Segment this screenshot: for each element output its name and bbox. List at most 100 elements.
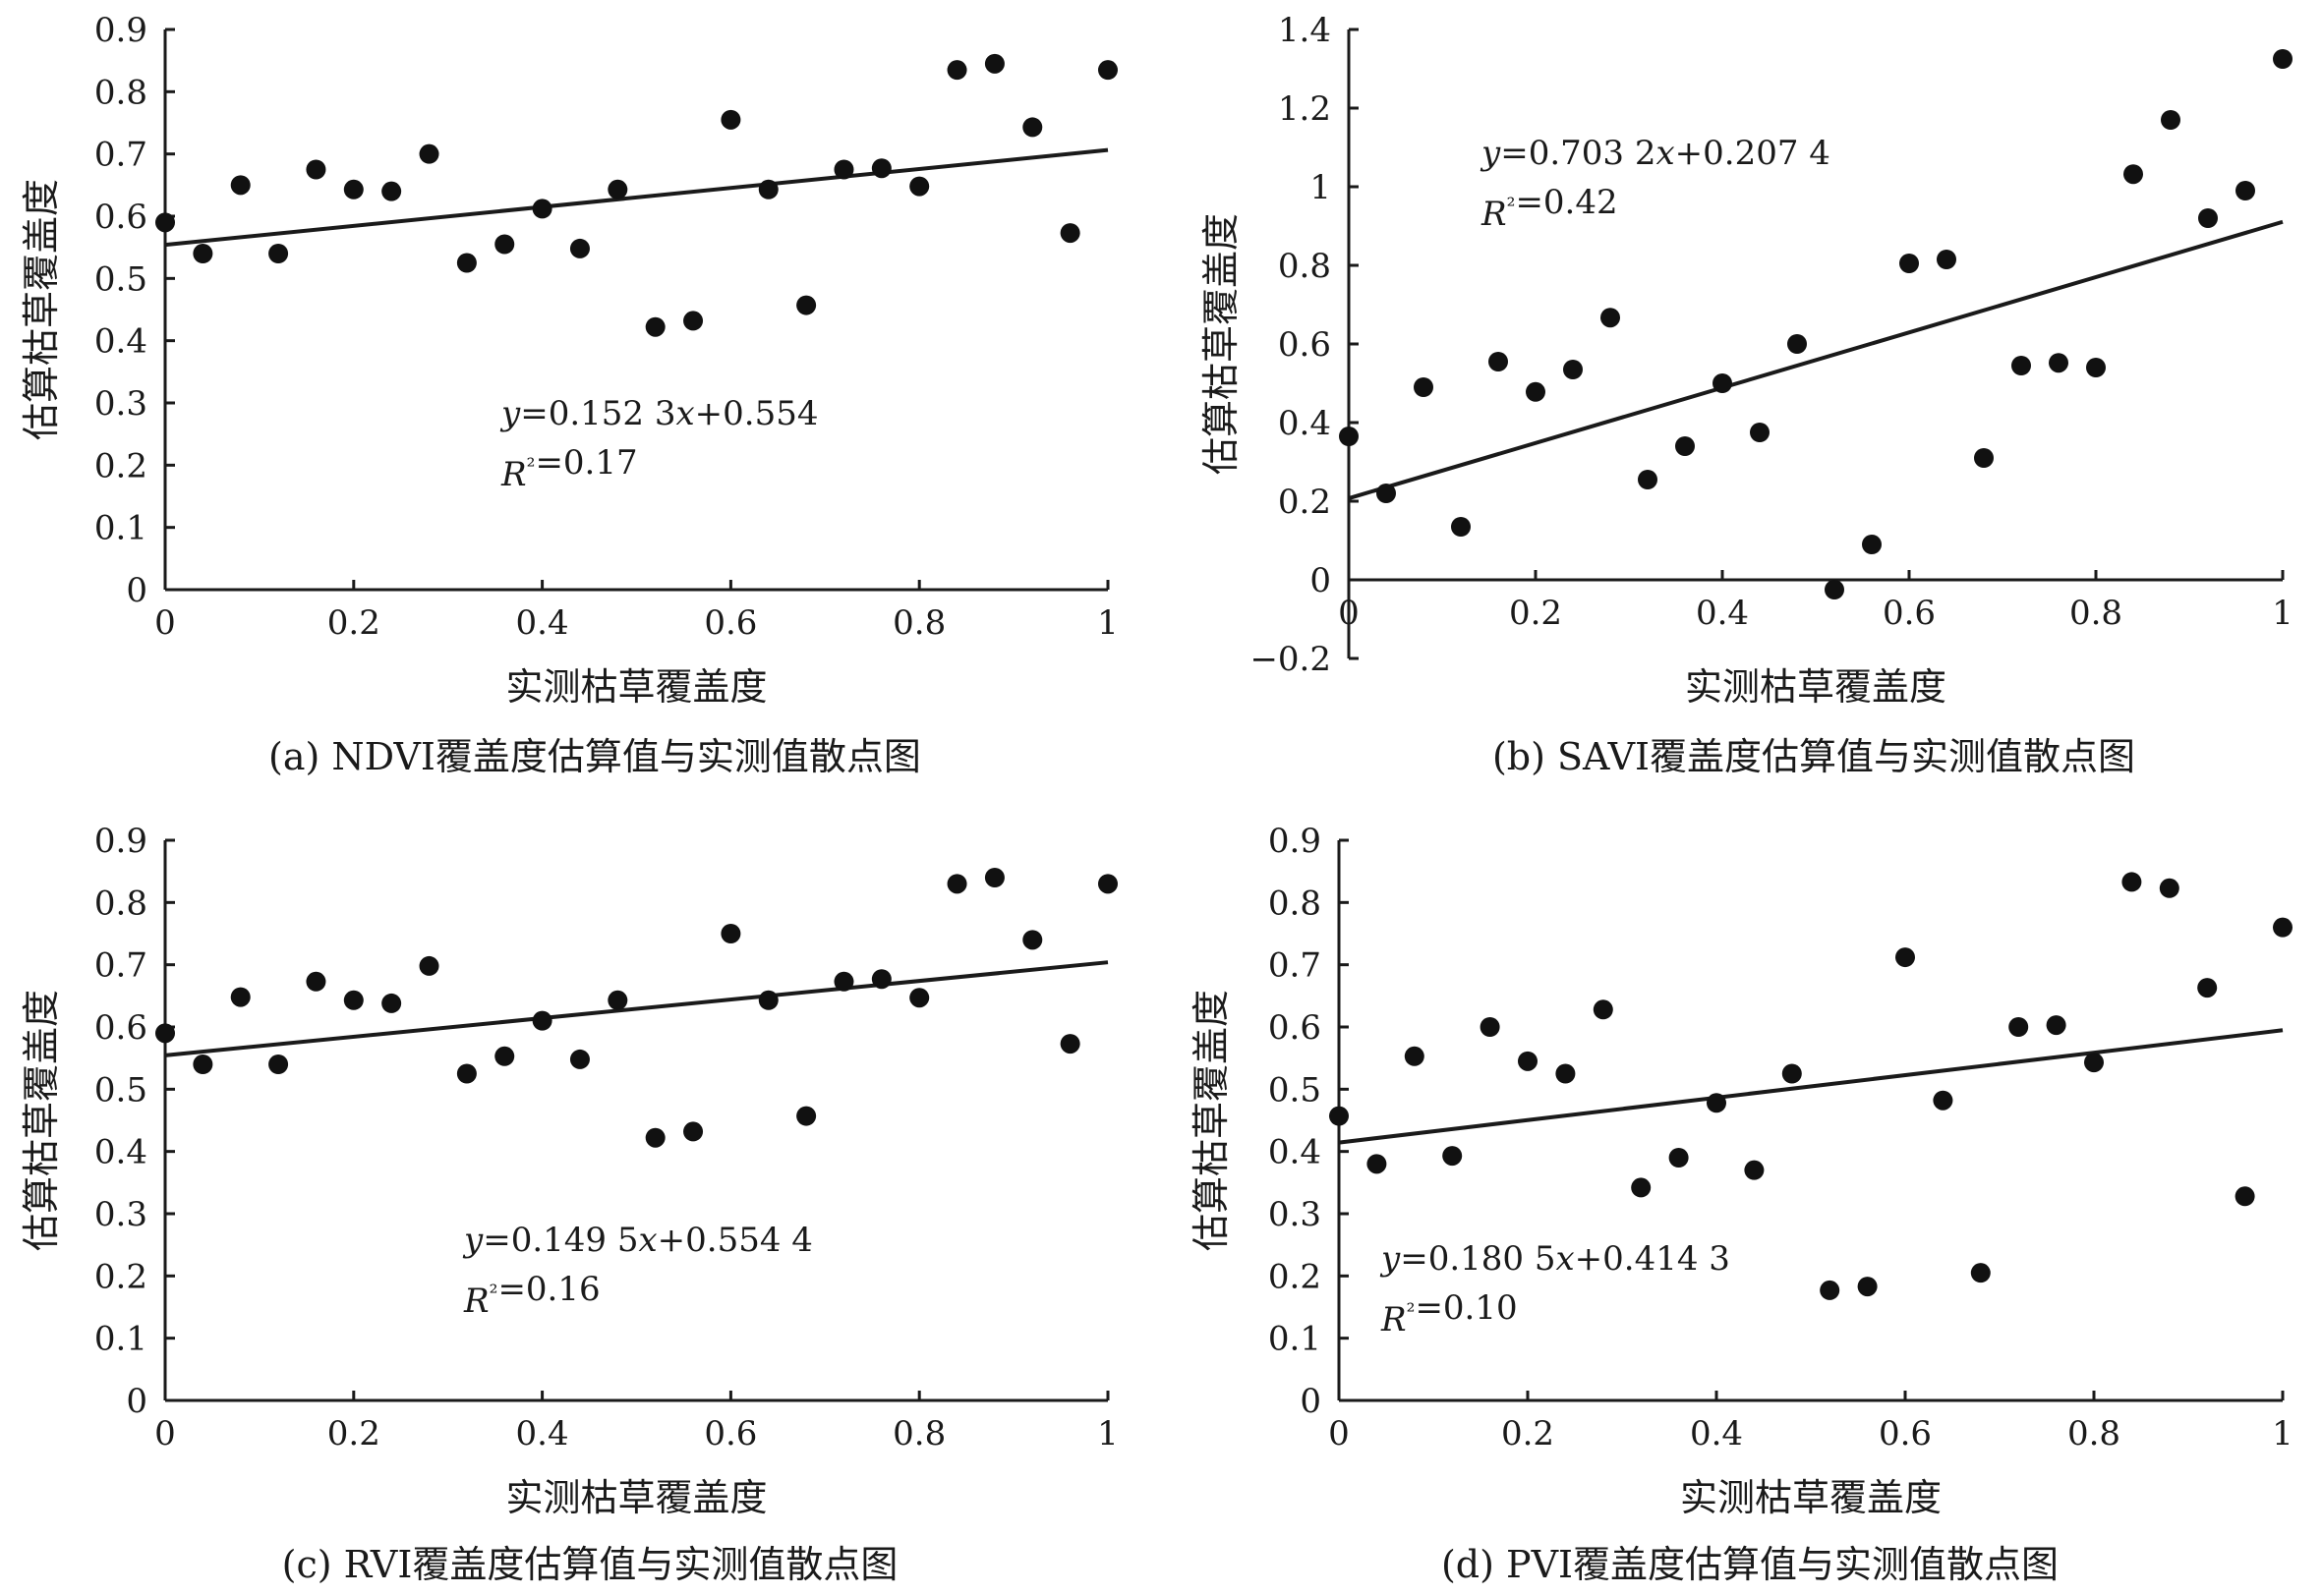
data-point-d — [1707, 1093, 1726, 1113]
data-point-a — [758, 179, 779, 200]
data-point-d — [1744, 1160, 1765, 1180]
panel-caption-a: (a) NDVI覆盖度估算值与实测值散点图 — [268, 735, 921, 778]
data-point-c — [419, 955, 439, 976]
data-point-a — [721, 109, 741, 130]
data-point-d — [1480, 1017, 1500, 1037]
y-tick-label-c: 0.1 — [94, 1320, 147, 1359]
y-tick-label-d: 0.2 — [1268, 1257, 1321, 1296]
x-tick-label-a: 0.6 — [704, 603, 757, 643]
y-tick-label-d: 0.3 — [1268, 1195, 1321, 1234]
data-point-c — [456, 1063, 477, 1084]
data-point-d — [1933, 1090, 1953, 1111]
x-axis-title-c: 实测枯草覆盖度 — [505, 1476, 767, 1519]
y-axis-title-c: 估算枯草覆盖度 — [20, 990, 63, 1251]
x-tick-label-c: 0.8 — [893, 1414, 946, 1454]
data-point-c — [947, 874, 967, 894]
data-point-b — [2198, 208, 2218, 228]
x-tick-label-c: 0.6 — [704, 1414, 757, 1454]
data-point-c — [683, 1121, 704, 1142]
data-point-a — [645, 316, 666, 337]
data-point-a — [1060, 223, 1080, 244]
data-point-b — [2123, 164, 2143, 185]
y-tick-label-b: 0.4 — [1278, 404, 1331, 443]
y-tick-label-b: 1.2 — [1278, 89, 1331, 129]
y-tick-label-a: 0.2 — [94, 446, 147, 485]
data-point-d — [2235, 1186, 2255, 1207]
data-point-a — [1022, 117, 1043, 138]
x-tick-label-d: 1 — [2272, 1414, 2293, 1454]
data-point-a — [306, 159, 326, 180]
data-point-b — [1451, 517, 1471, 537]
data-point-c — [909, 988, 930, 1008]
y-tick-label-b: 0 — [1309, 561, 1331, 600]
x-tick-label-a: 0 — [154, 603, 176, 643]
data-point-a — [419, 143, 439, 164]
trend-line-c — [164, 960, 1109, 1057]
y-tick-label-c: 0.4 — [94, 1133, 147, 1172]
y-tick-label-c: 0 — [126, 1382, 147, 1421]
data-point-b — [1974, 448, 1994, 468]
data-point-c — [306, 971, 326, 992]
data-point-a — [909, 176, 930, 197]
data-point-c — [268, 1054, 289, 1074]
data-point-d — [1631, 1177, 1652, 1198]
data-point-a — [532, 199, 552, 219]
x-tick-label-c: 0 — [154, 1414, 176, 1454]
data-point-c — [532, 1010, 552, 1031]
data-point-b — [2049, 353, 2068, 373]
data-point-b — [1488, 352, 1508, 371]
panel-caption-c: (c) RVI覆盖度估算值与实测值散点图 — [282, 1543, 899, 1586]
x-tick-label-d: 0.4 — [1690, 1414, 1743, 1454]
x-tick-label-c: 0.4 — [516, 1414, 569, 1454]
x-tick-label-d: 0 — [1328, 1414, 1350, 1454]
data-point-b — [1750, 423, 1770, 442]
x-axis-title-a: 实测枯草覆盖度 — [505, 665, 767, 709]
x-axis-title-b: 实测枯草覆盖度 — [1685, 665, 1946, 709]
y-tick-label-a: 0 — [126, 571, 147, 610]
data-point-b — [1899, 254, 1919, 273]
data-point-c — [155, 1023, 175, 1044]
data-point-d — [2084, 1053, 2104, 1073]
data-point-b — [1600, 308, 1620, 328]
r-squared-b: R²=0.42 — [1480, 183, 1618, 234]
y-tick-label-c: 0.5 — [94, 1070, 147, 1110]
data-point-b — [1526, 381, 1545, 402]
y-tick-label-d: 0.5 — [1268, 1070, 1321, 1110]
data-point-a — [381, 181, 402, 201]
data-point-c — [569, 1049, 590, 1069]
data-point-b — [2273, 49, 2293, 69]
data-point-a — [796, 295, 817, 315]
data-point-d — [1781, 1063, 1802, 1084]
y-axis-title-d: 估算枯草覆盖度 — [1190, 990, 1233, 1251]
data-point-a — [947, 60, 967, 81]
y-tick-label-a: 0.8 — [94, 73, 147, 112]
data-point-d — [1555, 1063, 1576, 1084]
data-point-b — [1414, 377, 1433, 397]
data-point-c — [645, 1127, 666, 1148]
x-tick-label-a: 0.8 — [893, 603, 946, 643]
data-point-c — [230, 987, 251, 1007]
data-point-c — [1098, 874, 1118, 894]
y-tick-label-a: 0.1 — [94, 509, 147, 548]
y-tick-label-c: 0.7 — [94, 946, 147, 986]
data-point-b — [2161, 110, 2180, 130]
data-point-a — [494, 234, 515, 255]
y-tick-label-c: 0.9 — [94, 822, 147, 861]
y-tick-label-b: 1.4 — [1278, 11, 1331, 50]
x-tick-label-d: 0.6 — [1879, 1414, 1932, 1454]
x-tick-label-a: 0.2 — [327, 603, 380, 643]
data-point-c — [381, 993, 402, 1013]
x-tick-label-b: 0.8 — [2069, 594, 2122, 633]
x-tick-label-b: 1 — [2272, 594, 2293, 633]
data-point-a — [268, 244, 289, 263]
data-point-c — [494, 1046, 515, 1066]
y-tick-label-a: 0.5 — [94, 259, 147, 299]
x-tick-label-d: 0.8 — [2067, 1414, 2120, 1454]
data-point-a — [834, 159, 854, 180]
data-point-d — [2159, 878, 2179, 898]
x-tick-label-d: 0.2 — [1501, 1414, 1554, 1454]
panel-caption-b: (b) SAVI覆盖度估算值与实测值散点图 — [1492, 735, 2135, 778]
data-point-c — [1060, 1034, 1080, 1054]
panel-caption-d: (d) PVI覆盖度估算值与实测值散点图 — [1441, 1543, 2059, 1586]
